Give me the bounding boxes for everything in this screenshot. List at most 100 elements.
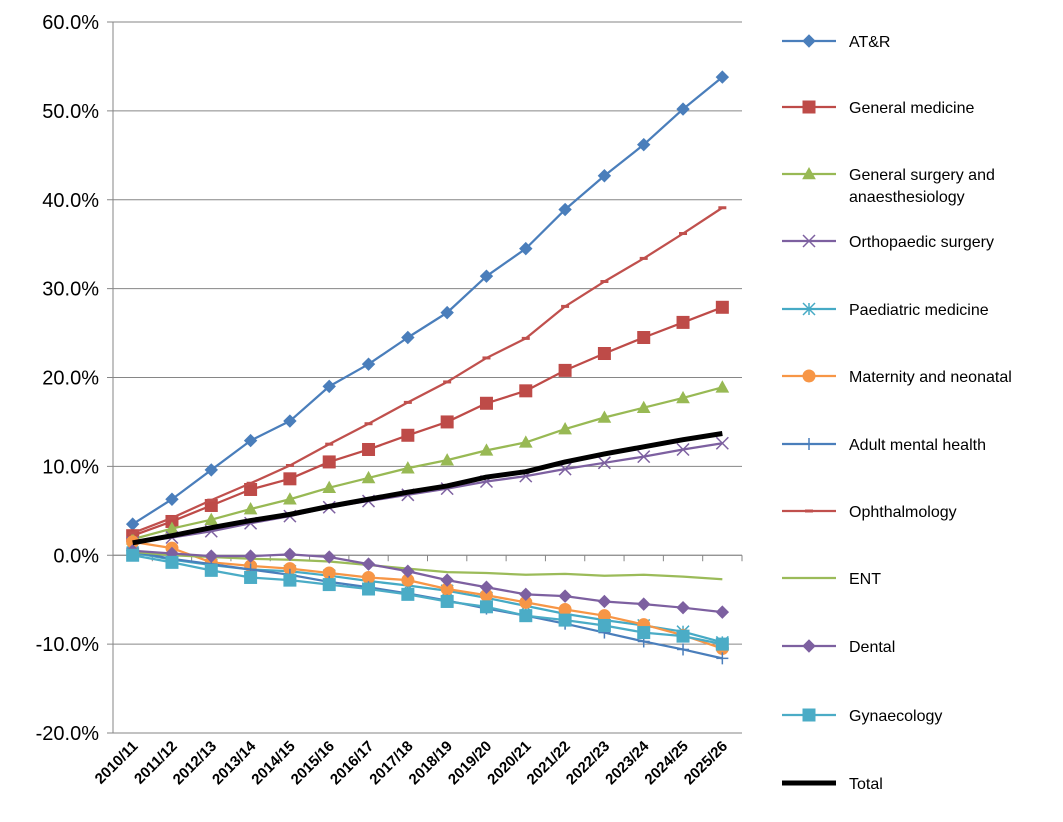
data-point — [597, 347, 611, 361]
series-line — [132, 554, 723, 646]
data-point — [204, 463, 218, 477]
data-point — [283, 492, 297, 505]
data-point — [558, 202, 572, 217]
data-point — [597, 410, 612, 423]
data-point — [401, 428, 415, 442]
data-point — [401, 330, 415, 345]
y-axis-tick-labels: -20.0% -10.0% 0.0% 10.0% 20.0% 30.0% 40.0% 50.0… — [36, 12, 100, 745]
data-point — [597, 456, 611, 470]
legend-item: Maternity and neonatal — [782, 369, 1012, 386]
series-line — [132, 550, 723, 660]
legend-item: Adult mental health — [782, 437, 986, 454]
legend-item: Gynaecology — [782, 708, 942, 725]
x-axis-tick-labels: 2010/112011/122012/132013/142014/152015/… — [92, 737, 731, 788]
legend-label: Paediatric medicine — [849, 302, 989, 319]
data-point — [440, 305, 454, 320]
y-tick-label: 20.0% — [42, 368, 99, 390]
y-tick-label: 0.0% — [53, 545, 99, 567]
x-tick-label: 2025/26 — [681, 738, 731, 788]
legend-label: Ophthalmology — [849, 504, 957, 521]
data-point — [479, 269, 494, 283]
data-point — [715, 300, 729, 314]
legend-label: Gynaecology — [849, 708, 942, 725]
legend-label: General surgery and anaesthesiology — [849, 167, 995, 206]
data-point — [715, 637, 729, 651]
legend-swatch-marker — [802, 234, 816, 248]
data-point — [362, 582, 376, 596]
data-point — [597, 618, 611, 632]
legend-label: Dental — [849, 639, 895, 656]
legend-item: Dental — [782, 639, 895, 656]
data-point — [440, 415, 454, 429]
data-point — [558, 363, 572, 377]
series-line — [132, 76, 724, 526]
data-point — [283, 414, 297, 428]
legend-label: Total — [849, 776, 883, 793]
series-at-r — [125, 70, 730, 531]
series-ophthalmology — [128, 206, 727, 535]
data-point — [676, 102, 690, 116]
data-point — [400, 461, 415, 474]
data-point — [637, 137, 651, 152]
series-line — [132, 306, 723, 537]
legend-swatch-marker — [802, 100, 816, 114]
legend-label: General medicine — [849, 100, 975, 117]
data-point — [479, 580, 494, 594]
data-point — [519, 587, 533, 602]
y-tick-label: 50.0% — [42, 101, 99, 123]
legend-label: AT&R — [849, 34, 890, 51]
data-point — [716, 652, 729, 665]
data-point — [440, 594, 454, 608]
y-tick-label: 10.0% — [42, 456, 99, 478]
y-tick-label: 40.0% — [42, 190, 99, 212]
series-line — [132, 550, 723, 581]
legend-item: General surgery and anaesthesiology — [782, 166, 995, 206]
data-point — [637, 597, 651, 611]
legend-swatch-marker — [802, 34, 816, 48]
series-line — [132, 386, 723, 541]
data-point — [597, 169, 612, 183]
data-point — [637, 331, 651, 345]
data-point — [283, 573, 297, 587]
data-point — [637, 626, 651, 640]
series-line — [132, 431, 723, 546]
legend-item: General medicine — [782, 100, 975, 117]
data-point — [283, 472, 297, 486]
data-point — [243, 549, 258, 563]
data-point — [676, 390, 690, 404]
y-tick-label: -20.0% — [36, 723, 100, 745]
data-point — [479, 396, 493, 410]
legend-item: Ophthalmology — [782, 504, 957, 521]
legend-item: ENT — [782, 571, 881, 588]
data-point — [322, 455, 336, 469]
legend-swatch-marker — [803, 438, 815, 450]
data-point — [401, 564, 415, 578]
legend: AT&R General medicine General surgery and a… — [782, 34, 1012, 793]
series-gynaecology — [126, 548, 729, 651]
y-tick-label: -10.0% — [36, 634, 100, 656]
data-point — [322, 379, 336, 394]
data-point — [165, 492, 179, 506]
data-point — [558, 589, 572, 603]
data-point — [126, 548, 140, 562]
data-point — [558, 613, 572, 627]
series-total — [132, 431, 723, 546]
y-tick-label: 30.0% — [42, 279, 99, 301]
data-point — [322, 550, 336, 564]
series-line — [132, 206, 723, 535]
data-point — [676, 600, 690, 615]
data-point — [479, 443, 494, 456]
data-point — [440, 573, 454, 587]
data-point — [165, 555, 179, 569]
data-point — [244, 570, 258, 584]
plot-area-series — [125, 70, 730, 665]
data-point — [361, 557, 376, 571]
data-point — [519, 241, 533, 256]
data-point — [519, 384, 533, 398]
data-point — [125, 517, 140, 531]
legend-swatch-marker — [802, 639, 816, 653]
legend-swatch-marker — [802, 302, 816, 316]
data-point — [322, 578, 336, 592]
data-point — [677, 643, 690, 656]
legend-label: Orthopaedic surgery — [849, 234, 994, 251]
